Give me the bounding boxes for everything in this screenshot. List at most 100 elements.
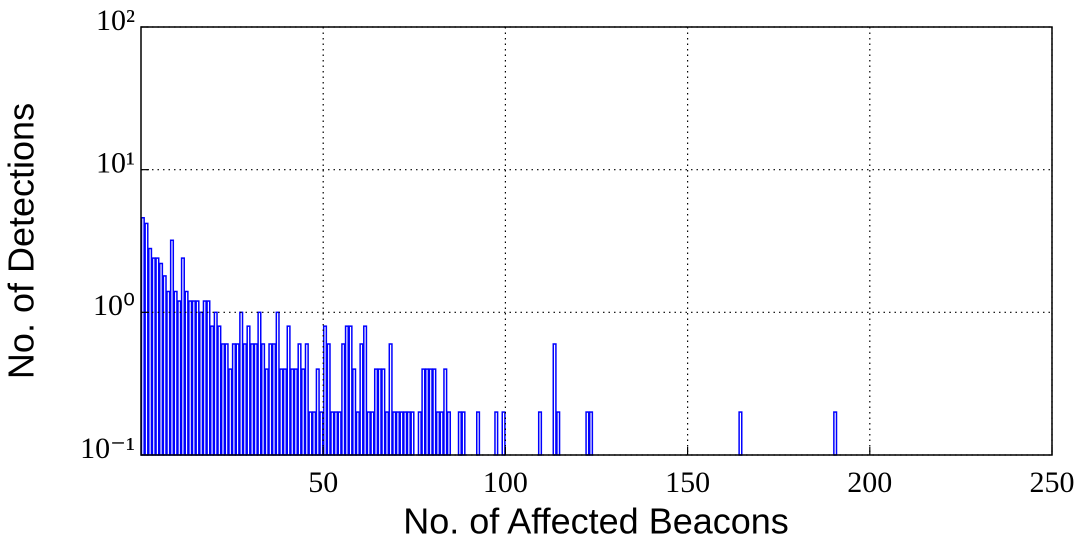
bar (326, 343, 331, 456)
bar (202, 300, 207, 456)
bar (312, 411, 317, 456)
bar (381, 368, 386, 456)
bar (220, 343, 226, 456)
x-tick-label: 100 (483, 466, 528, 499)
bar (399, 411, 404, 456)
bar (235, 343, 240, 456)
bar (443, 368, 448, 456)
bar (424, 368, 430, 456)
bar (352, 368, 357, 456)
bar (144, 222, 149, 456)
bar (341, 343, 346, 456)
bar (377, 368, 382, 456)
bar (330, 411, 335, 456)
bar (494, 411, 499, 456)
bar (537, 411, 543, 456)
bar (140, 217, 145, 456)
bar (217, 325, 222, 456)
bar (206, 300, 211, 456)
bar (275, 311, 280, 456)
y-tick-label: 10² (96, 4, 135, 37)
bar (417, 411, 422, 456)
bar (552, 343, 557, 456)
y-tick-label: 10⁻¹ (80, 432, 135, 465)
bar (224, 343, 229, 456)
bar (177, 300, 182, 456)
bar (173, 290, 178, 456)
bar (279, 368, 284, 456)
bar (213, 311, 218, 456)
bar (199, 311, 204, 456)
x-tick-label: 250 (1030, 466, 1075, 499)
bar (319, 411, 324, 456)
bar (166, 290, 171, 456)
bar (155, 257, 160, 456)
x-tick-label: 150 (665, 466, 710, 499)
bar (333, 411, 339, 456)
bar (268, 343, 273, 456)
bar (261, 343, 266, 456)
bar (370, 411, 375, 456)
bar (366, 411, 371, 456)
bar (446, 411, 451, 456)
bar (308, 411, 313, 456)
bar (461, 411, 466, 456)
bar (180, 257, 185, 456)
bar (246, 325, 251, 456)
bar (501, 411, 506, 456)
bar (231, 343, 236, 456)
bar (348, 325, 353, 456)
bar (439, 411, 444, 456)
plot-frame (140, 26, 1053, 456)
bar (253, 343, 258, 456)
bar (315, 368, 320, 456)
bar (286, 325, 291, 456)
bar (271, 343, 277, 456)
bar (388, 343, 393, 456)
bar (228, 368, 233, 456)
x-tick-label: 50 (308, 466, 338, 499)
x-tick-label: 200 (847, 466, 892, 499)
bar (428, 368, 433, 456)
bar (191, 300, 196, 456)
bar (475, 411, 481, 456)
bar (282, 368, 288, 456)
bar (239, 311, 244, 456)
bar (344, 325, 349, 456)
bar (588, 411, 594, 456)
bar (435, 411, 441, 456)
bar (293, 368, 298, 456)
bar (162, 275, 167, 456)
bar (403, 411, 408, 456)
bar (432, 368, 437, 456)
bar (457, 411, 462, 456)
bar (373, 368, 379, 456)
bar (151, 257, 156, 456)
bar (392, 411, 397, 456)
bar (297, 343, 302, 456)
bar (585, 411, 590, 456)
bar (363, 325, 368, 456)
y-tick-label: 10⁰ (93, 289, 135, 322)
bar (304, 343, 309, 456)
bar (738, 411, 743, 456)
bar (384, 411, 390, 456)
bar (833, 411, 838, 456)
bar (410, 411, 415, 456)
bar (250, 343, 255, 456)
y-tick-label: 10¹ (96, 147, 135, 180)
bar (184, 290, 189, 456)
bar (395, 411, 400, 456)
bar (188, 300, 193, 456)
bar (209, 325, 215, 456)
bar (421, 368, 426, 456)
x-axis-label: No. of Affected Beacons (403, 501, 789, 542)
bar (195, 300, 200, 456)
y-axis-label: No. of Detections (1, 103, 42, 379)
bar (257, 311, 262, 456)
bar (264, 368, 269, 456)
bar (556, 411, 561, 456)
bar (242, 343, 247, 456)
bar (148, 247, 153, 456)
